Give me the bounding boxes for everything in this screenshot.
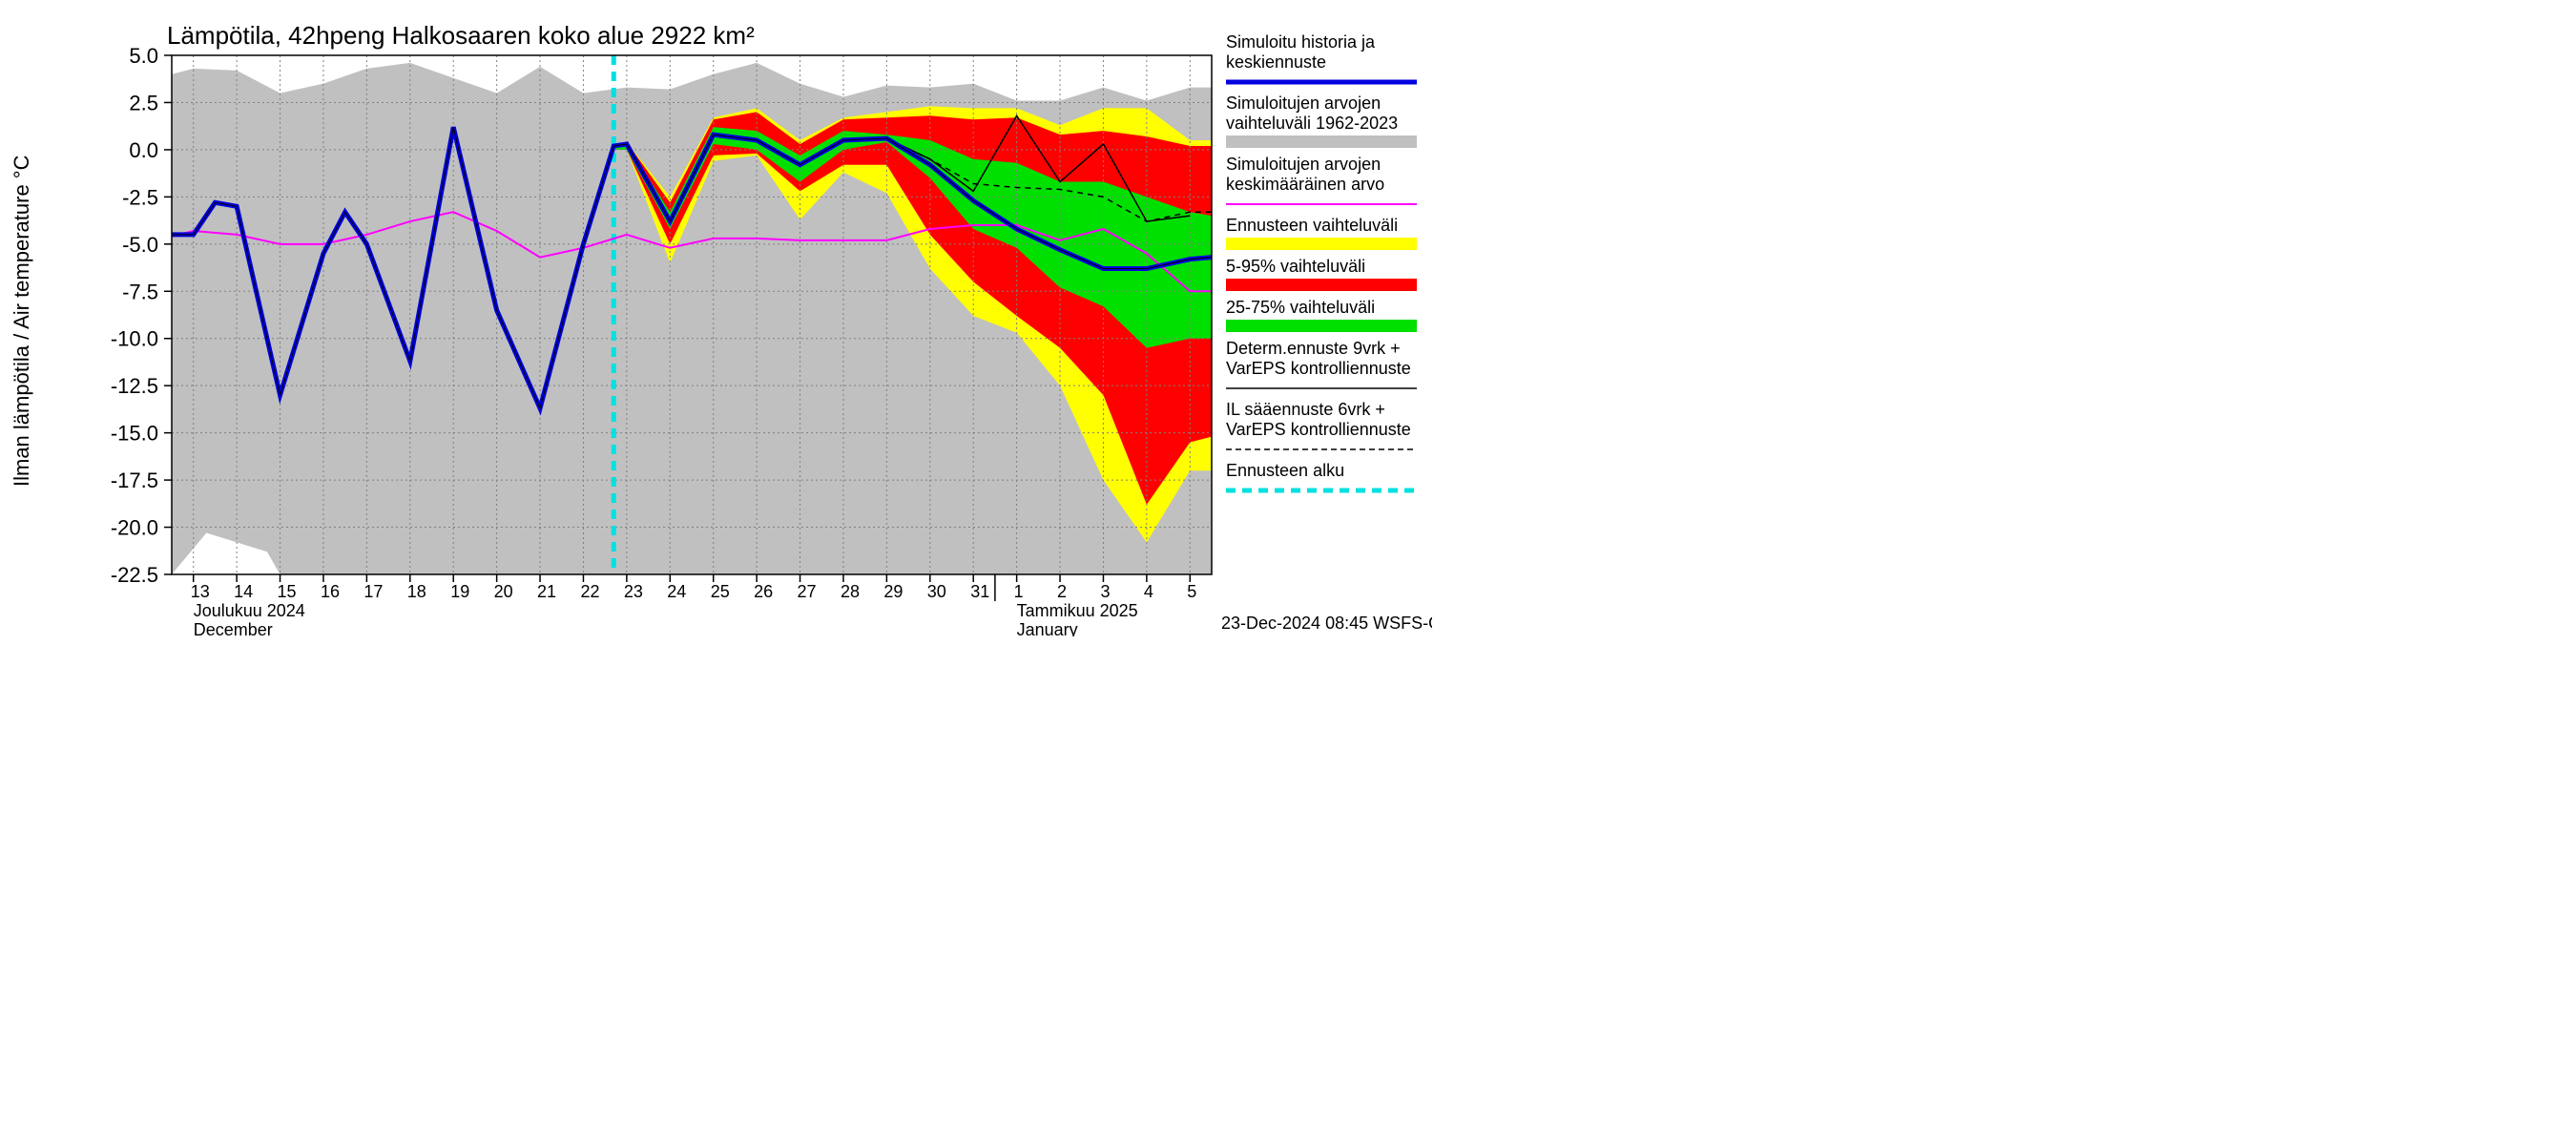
legend-label: 5-95% vaihteluväli [1226,257,1365,276]
legend-label: keskimääräinen arvo [1226,175,1384,194]
x-tick-label: 16 [321,582,340,601]
y-tick-label: -20.0 [111,516,158,540]
x-tick-label: 24 [667,582,686,601]
month-label-left-bot: December [194,620,273,636]
legend-label: 25-75% vaihteluväli [1226,298,1375,317]
legend-label: Ennusteen alku [1226,461,1344,480]
x-tick-label: 23 [624,582,643,601]
x-tick-label: 17 [364,582,383,601]
x-tick-label: 28 [841,582,860,601]
legend-label: Simuloitujen arvojen [1226,94,1381,113]
x-tick-label: 4 [1144,582,1153,601]
month-label-right-top: Tammikuu 2025 [1017,601,1138,620]
x-tick-label: 27 [798,582,817,601]
x-tick-label: 31 [970,582,989,601]
legend-label: IL sääennuste 6vrk + [1226,400,1385,419]
legend-label: Determ.ennuste 9vrk + [1226,339,1401,358]
temperature-forecast-chart: 5.0 2.5 0.0 -2.5 -5.0 -7.5 -10.0 -12.5 -15.0 -17.… [0,0,1432,636]
y-tick-label: -5.0 [122,233,158,257]
x-tick-label: 21 [537,582,556,601]
y-axis-label: Ilman lämpötila / Air temperature °C [10,155,33,487]
footer-timestamp: 23-Dec-2024 08:45 WSFS-O [1221,614,1432,633]
x-tick-label: 18 [407,582,426,601]
legend-swatch [1226,279,1417,291]
x-tick-label: 5 [1187,582,1196,601]
y-tick-label: 2.5 [129,91,158,114]
x-tick-label: 20 [494,582,513,601]
legend-label: Ennusteen vaihteluväli [1226,216,1398,235]
legend-swatch [1226,238,1417,250]
legend-label: Simuloitu historia ja [1226,32,1376,52]
y-tick-label: -2.5 [122,185,158,209]
y-tick-label: -17.5 [111,468,158,492]
x-tick-label: 29 [883,582,903,601]
legend-label: vaihteluväli 1962-2023 [1226,114,1398,133]
legend-label: Simuloitujen arvojen [1226,155,1381,174]
y-tick-label: -10.0 [111,327,158,351]
x-tick-label: 30 [927,582,946,601]
legend-swatch [1226,135,1417,148]
y-tick-label: -7.5 [122,280,158,303]
x-tick-label: 19 [450,582,469,601]
month-label-left-top: Joulukuu 2024 [194,601,305,620]
x-tick-label: 15 [278,582,297,601]
legend-label: VarEPS kontrolliennuste [1226,359,1411,378]
x-tick-label: 14 [234,582,253,601]
legend-label: keskiennuste [1226,52,1326,72]
x-tick-label: 13 [191,582,210,601]
x-tick-label: 2 [1057,582,1067,601]
plot-area [172,55,1212,574]
y-tick-label: 5.0 [129,44,158,68]
x-tick-label: 3 [1100,582,1110,601]
x-tick-label: 25 [711,582,730,601]
legend-swatch [1226,320,1417,332]
x-tick-label: 1 [1014,582,1024,601]
chart-title: Lämpötila, 42hpeng Halkosaaren koko alue… [167,21,755,50]
month-label-right-bot: January [1017,620,1078,636]
y-tick-label: -22.5 [111,563,158,587]
y-tick-label: -12.5 [111,374,158,398]
y-tick-label: -15.0 [111,422,158,446]
x-tick-label: 22 [580,582,599,601]
x-tick-label: 26 [754,582,773,601]
legend-label: VarEPS kontrolliennuste [1226,420,1411,439]
y-tick-label: 0.0 [129,138,158,162]
